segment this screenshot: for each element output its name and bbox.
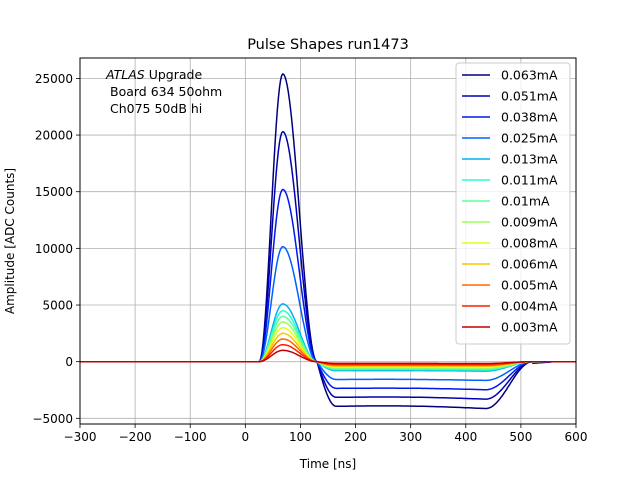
annotation-line-3: Ch075 50dB hi [110,101,202,116]
x-tick-label: −300 [64,430,97,444]
plot-frame [79,57,577,425]
annotation-upgrade: Upgrade [145,67,203,82]
annotation-line-1: ATLAS Upgrade [105,67,202,82]
legend-label-7: 0.009mA [501,215,558,230]
legend-label-10: 0.005mA [501,278,558,293]
y-tick-label: 5000 [42,299,73,313]
legend-label-0: 0.063mA [501,68,558,83]
legend-label-5: 0.011mA [501,173,558,188]
y-tick-label: 10000 [35,242,73,256]
x-tick-label: 600 [565,430,588,444]
y-tick-label: 0 [65,355,73,369]
x-tick-label: 400 [454,430,477,444]
legend-box [455,62,571,345]
axis-ticks: −300 −200 −100 0 100 200 300 400 500 600 −5000 0 500… [32,72,587,444]
legend-label-8: 0.008mA [501,236,558,251]
legend-label-4: 0.013mA [501,152,558,167]
x-tick-label: 0 [242,430,250,444]
x-tick-label: 100 [289,430,312,444]
y-tick-label: −5000 [32,412,73,426]
y-axis-label: Amplitude [ADC Counts] [3,168,17,314]
annotation-line-2: Board 634 50ohm [110,84,222,99]
series-lines [80,73,576,410]
legend-label-6: 0.01mA [501,194,550,209]
y-tick-label: 25000 [35,72,73,86]
y-tick-label: 15000 [35,185,73,199]
chart-title: Pulse Shapes run1473 [247,37,409,53]
x-tick-label: 200 [344,430,367,444]
legend-label-1: 0.051mA [501,89,558,104]
legend: 0.063mA 0.051mA 0.038mA 0.025mA 0.013mA 0.011… [455,62,571,345]
x-tick-label: −100 [174,430,207,444]
series-line-12 [80,349,576,365]
legend-label-12: 0.003mA [501,320,558,335]
atlas-annotation: ATLAS Upgrade Board 634 50ohm Ch075 50dB… [105,67,222,116]
x-axis-label: Time [ns] [299,457,356,471]
x-tick-label: 500 [509,430,532,444]
annotation-atlas: ATLAS [105,67,145,82]
x-tick-label: 300 [399,430,422,444]
legend-label-11: 0.004mA [501,299,558,314]
y-tick-label: 20000 [35,129,73,143]
x-tick-label: −200 [119,430,152,444]
legend-label-2: 0.038mA [501,110,558,125]
legend-label-9: 0.006mA [501,257,558,272]
legend-label-3: 0.025mA [501,131,558,146]
